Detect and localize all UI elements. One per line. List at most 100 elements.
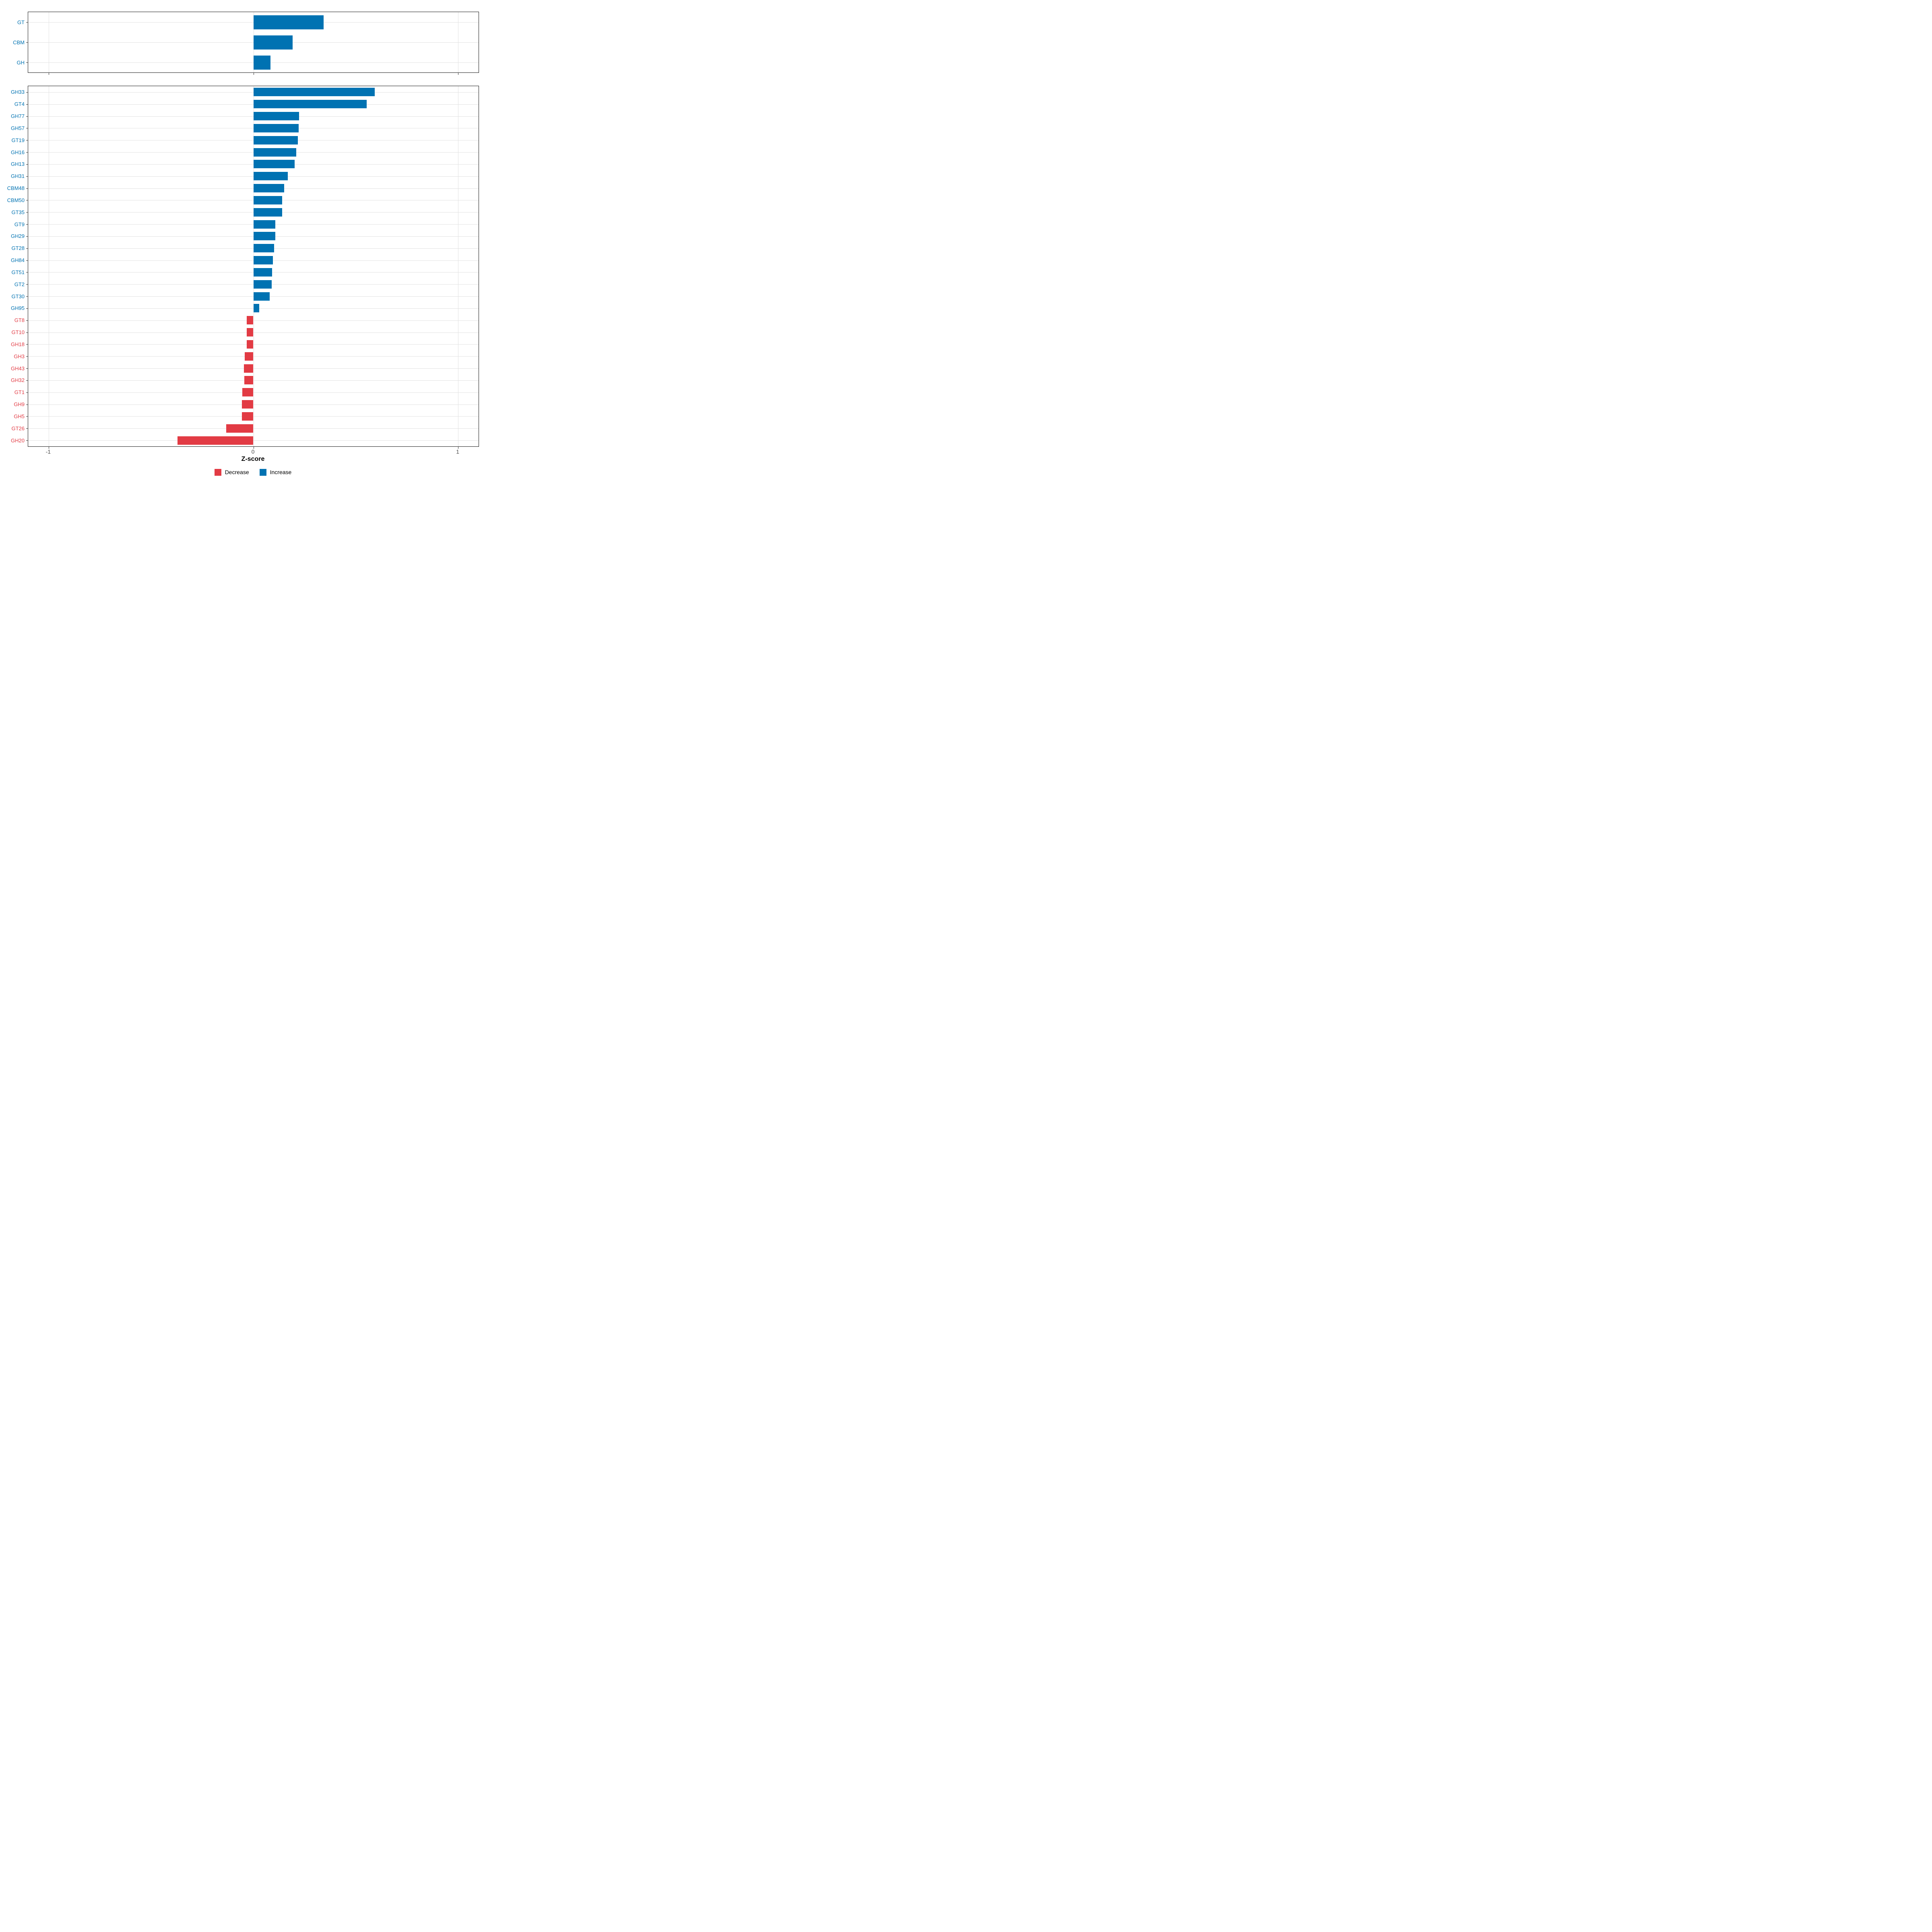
category-row: GH18 <box>11 339 479 351</box>
category-label: GH16 <box>11 149 25 155</box>
bar <box>247 328 254 336</box>
y-axis-tick <box>26 236 28 237</box>
bar <box>253 55 270 70</box>
category-row: GH32 <box>11 374 479 386</box>
horizontal-gridline <box>28 368 479 369</box>
category-row: GH31 <box>11 170 479 182</box>
category-label: GT26 <box>11 425 25 431</box>
category-label: GH3 <box>14 353 25 359</box>
y-axis-tick <box>26 188 28 189</box>
y-axis-tick <box>26 116 28 117</box>
x-axis-tick-label: 1 <box>456 448 460 455</box>
top-panel: GT CBM GH <box>13 12 479 75</box>
y-axis-tick <box>26 22 28 23</box>
bar <box>244 376 254 385</box>
category-label: GH57 <box>11 125 25 131</box>
category-row: GH <box>17 52 479 72</box>
y-axis-tick <box>26 104 28 105</box>
category-row: GH13 <box>11 158 479 170</box>
bar <box>253 35 293 50</box>
y-axis-tick <box>26 260 28 261</box>
category-label: GT8 <box>14 317 25 324</box>
bar <box>253 244 274 253</box>
y-axis-tick <box>26 62 28 63</box>
category-row: GT26 <box>11 422 479 434</box>
category-label: GH31 <box>11 173 25 180</box>
y-axis-tick <box>26 332 28 333</box>
x-axis-tick-label: 0 <box>251 448 255 455</box>
x-axis-title: Z-score <box>241 456 265 462</box>
bar <box>247 340 254 349</box>
category-row: GH9 <box>14 398 479 411</box>
category-label: GT4 <box>14 101 25 107</box>
category-row: GT30 <box>11 290 479 302</box>
bar <box>253 172 288 181</box>
y-axis-tick <box>26 224 28 225</box>
category-row: GH43 <box>11 362 479 374</box>
bar <box>253 100 367 109</box>
bar <box>253 304 260 313</box>
bar <box>244 352 254 361</box>
category-label: GH20 <box>11 437 25 444</box>
category-row: GH57 <box>11 122 479 134</box>
category-row: GT51 <box>11 266 479 279</box>
y-axis-tick <box>26 392 28 393</box>
category-label: CBM50 <box>7 197 25 203</box>
category-row: GH84 <box>11 254 479 266</box>
category-label: GH43 <box>11 365 25 372</box>
category-row: GH95 <box>11 302 479 314</box>
category-label: GT35 <box>11 209 25 215</box>
category-row: CBM <box>13 32 479 52</box>
category-row: GH20 <box>11 434 479 446</box>
bar <box>253 136 298 144</box>
category-row: GH29 <box>11 230 479 242</box>
bar <box>253 184 285 192</box>
category-row: GT19 <box>11 134 479 146</box>
y-axis-tick <box>26 416 28 417</box>
bar <box>242 400 254 409</box>
legend-label-increase: Increase <box>270 469 292 475</box>
bar <box>247 316 254 325</box>
horizontal-gridline <box>28 356 479 357</box>
increase-swatch-icon <box>259 469 266 476</box>
category-row: GT <box>17 12 479 32</box>
category-row: GT10 <box>11 326 479 339</box>
bar <box>253 280 272 289</box>
y-axis-tick <box>26 164 28 165</box>
category-row: GT35 <box>11 206 479 218</box>
legend-item-decrease: Decrease <box>214 469 249 476</box>
category-label: GT28 <box>11 245 25 252</box>
category-label: GT10 <box>11 329 25 336</box>
bar <box>226 424 254 433</box>
y-axis-tick <box>26 248 28 249</box>
category-label: GT19 <box>11 137 25 143</box>
bar <box>253 88 375 97</box>
x-axis-tick-label: -1 <box>45 448 51 455</box>
horizontal-gridline <box>28 320 479 321</box>
y-axis-tick <box>26 320 28 321</box>
category-label: CBM <box>13 39 25 45</box>
category-row: GT4 <box>14 98 479 110</box>
y-axis-tick <box>26 284 28 285</box>
bar <box>177 436 254 445</box>
category-row: GH5 <box>14 411 479 423</box>
category-label: GT9 <box>14 221 25 227</box>
horizontal-gridline <box>28 344 479 345</box>
y-axis-tick <box>26 356 28 357</box>
category-label: GH33 <box>11 89 25 95</box>
bottom-panel: GH33 GT4 GH77 GH57 GT19 GH16 GH13 GH31 CBM48 CBM5… <box>7 86 479 449</box>
category-label: GH77 <box>11 113 25 120</box>
y-axis-tick <box>26 308 28 309</box>
bar <box>253 268 272 277</box>
bar <box>253 160 295 169</box>
category-label: GH29 <box>11 233 25 239</box>
horizontal-gridline <box>28 440 479 441</box>
category-row: GH16 <box>11 146 479 158</box>
category-row: GH3 <box>14 350 479 362</box>
bar <box>253 124 299 132</box>
bar <box>242 412 254 421</box>
category-label: GH5 <box>14 413 25 419</box>
bar <box>253 208 282 217</box>
decrease-swatch-icon <box>214 469 221 476</box>
bar <box>253 196 282 204</box>
